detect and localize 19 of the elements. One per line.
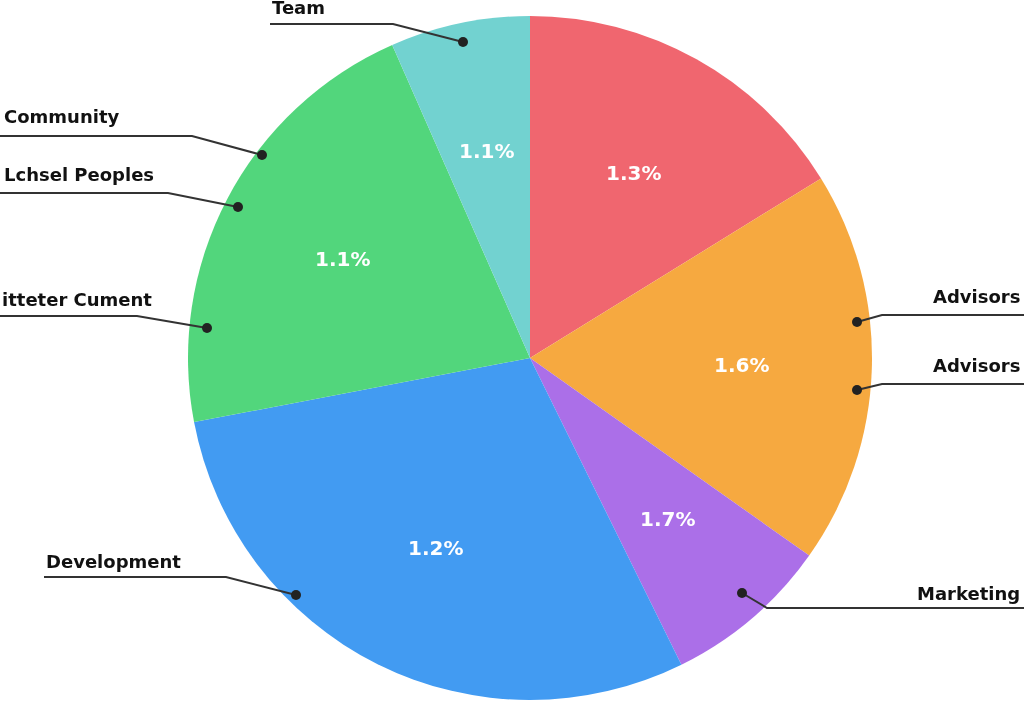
pie-slice [530,358,810,665]
text: 1.7% [640,507,696,531]
pie-slice [392,16,530,358]
text: 1.1% [315,247,371,271]
text: 1.2% [408,536,464,560]
slice-label: Marketing [917,583,1021,604]
text: 1.1% [459,139,515,163]
pie-slice [530,16,822,358]
pie-slice [530,178,872,556]
text: 1.6% [714,353,770,377]
text: Community [4,106,120,127]
slice-label: Team [272,0,325,18]
slice-label: Development [46,551,182,572]
text: Advisors [933,355,1021,376]
pie-slice [188,44,530,423]
text: Lchsel Peoples [4,164,155,185]
slice-label: Advisors [933,286,1021,307]
slice-label: itteter Cument [2,289,153,310]
text: 1.3% [606,161,662,185]
